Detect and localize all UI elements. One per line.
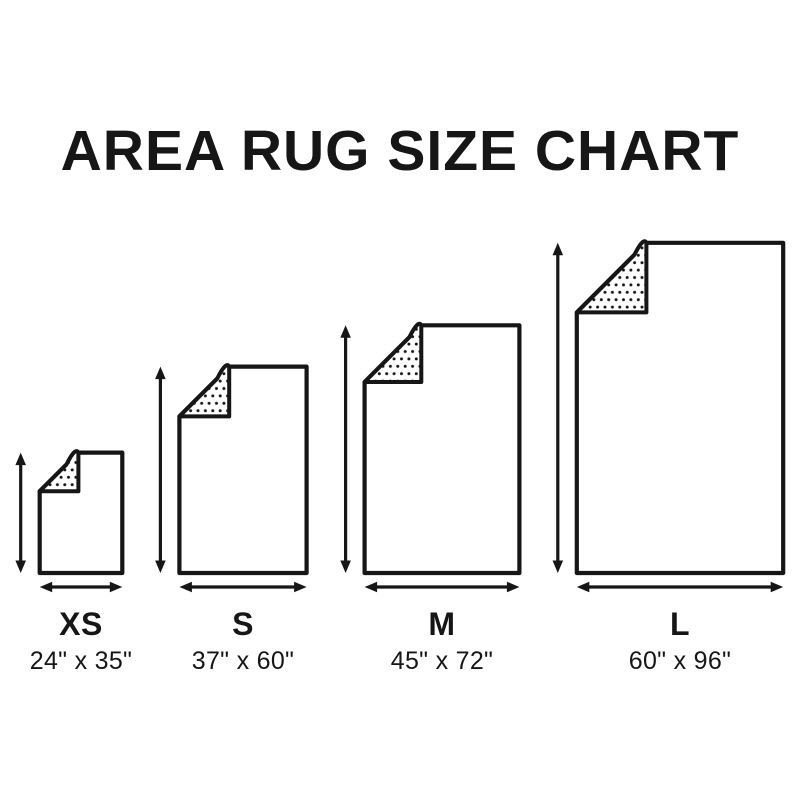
arrowhead-up-icon — [552, 242, 564, 256]
size-label: XS — [59, 606, 103, 642]
arrowhead-down-icon — [155, 560, 166, 573]
rug-figure-s — [155, 363, 309, 593]
height-arrow — [340, 325, 351, 573]
dimensions-label: 37" x 60" — [191, 647, 295, 675]
arrowhead-left-icon — [576, 581, 590, 593]
arrowhead-left-icon — [179, 581, 192, 593]
dimensions-label: 24" x 35" — [29, 647, 133, 675]
arrowhead-right-icon — [109, 581, 123, 593]
width-arrow — [39, 581, 123, 593]
rug-figure-m — [340, 321, 522, 593]
arrowhead-left-icon — [39, 581, 53, 593]
rug-fold-corner — [177, 363, 232, 419]
rug-figure-l — [552, 239, 786, 593]
rug-label-group-s: S 37" x 60" — [192, 606, 294, 676]
arrowhead-up-icon — [340, 325, 351, 338]
width-arrow — [179, 581, 307, 593]
arrowhead-right-icon — [294, 581, 307, 593]
rug-figure-xs — [15, 449, 125, 593]
arrowhead-down-icon — [552, 560, 564, 573]
width-arrow — [576, 581, 784, 593]
dimensions-label: 60" x 96" — [628, 647, 732, 675]
arrowhead-down-icon — [340, 560, 351, 573]
rug-fold-corner — [37, 449, 81, 494]
rug-fold-corner — [574, 239, 649, 315]
rug-label-group-xs: XS 24" x 35" — [30, 606, 132, 676]
rug-label-group-l: L 60" x 96" — [629, 606, 731, 676]
arrowhead-right-icon — [506, 581, 520, 593]
dimensions-label: 45" x 72" — [390, 647, 494, 675]
arrowhead-up-icon — [155, 366, 166, 380]
arrowhead-left-icon — [364, 581, 378, 593]
arrowhead-up-icon — [15, 452, 26, 466]
size-label: M — [428, 606, 456, 642]
height-arrow — [552, 242, 564, 573]
arrowhead-down-icon — [15, 560, 26, 573]
size-label: L — [669, 606, 691, 642]
height-arrow — [15, 452, 26, 573]
rug-label-group-m: M 45" x 72" — [391, 606, 493, 676]
rug-fold-corner — [362, 321, 424, 384]
width-arrow — [364, 581, 520, 593]
rug-outline — [37, 450, 125, 576]
chart-title: AREA RUG SIZE CHART — [60, 119, 740, 183]
size-label: S — [232, 606, 254, 642]
arrowhead-right-icon — [770, 581, 784, 593]
height-arrow — [155, 366, 166, 573]
